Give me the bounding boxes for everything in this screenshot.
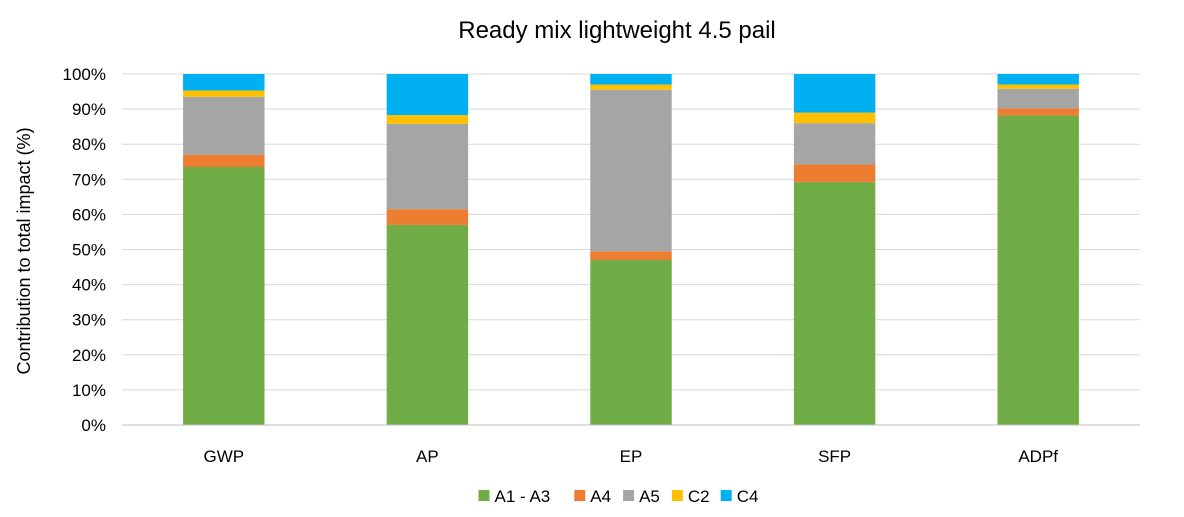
y-tick-label: 0% <box>81 416 106 435</box>
legend-label: C4 <box>737 487 759 506</box>
x-tick-label: EP <box>620 447 643 466</box>
y-tick-label: 20% <box>72 346 106 365</box>
bar-segment-gwp-1 <box>183 167 265 425</box>
bar-segment-adpf-5 <box>997 74 1079 85</box>
bar-segment-sfp-3 <box>793 123 876 165</box>
bars <box>183 74 1079 425</box>
bar-segment-adpf-1 <box>997 115 1079 425</box>
legend-label: C2 <box>688 487 710 506</box>
legend-swatch <box>478 490 490 501</box>
legend-item: C4 <box>720 487 759 506</box>
legend-label: A5 <box>639 487 660 506</box>
legend-swatch <box>574 490 586 501</box>
bar-segment-ep-5 <box>590 74 672 85</box>
legend-item: A4 <box>574 487 611 506</box>
y-tick-label: 80% <box>72 135 106 154</box>
bar-segment-gwp-3 <box>183 96 265 155</box>
x-tick-label: ADPf <box>1018 447 1058 466</box>
y-axis-ticks: 0% 10% 20% 30% 40% 50% 60% 70% 80% 90% 100% <box>63 65 106 435</box>
y-tick-label: 30% <box>72 311 106 330</box>
legend-swatch <box>720 490 732 501</box>
y-axis-label: Contribution to total impact (%) <box>14 127 34 374</box>
y-tick-label: 90% <box>72 100 106 119</box>
legend-swatch <box>671 490 683 501</box>
bar-segment-ap-4 <box>386 115 469 124</box>
x-tick-label: GWP <box>203 447 244 466</box>
legend-label: A4 <box>590 487 611 506</box>
bar-segment-sfp-4 <box>793 112 876 124</box>
bar-segment-gwp-5 <box>183 74 265 91</box>
y-tick-label: 40% <box>72 276 106 295</box>
bar-segment-adpf-3 <box>997 88 1079 109</box>
bar-segment-ep-3 <box>590 89 672 252</box>
legend-label: A1 - A3 <box>495 487 551 506</box>
legend-item: A1 - A3 <box>478 487 551 506</box>
bar-segment-ep-1 <box>590 260 672 425</box>
x-tick-label: SFP <box>818 447 851 466</box>
bar-segment-ap-3 <box>386 123 469 210</box>
bar-segment-gwp-2 <box>183 154 265 168</box>
bar-segment-ap-1 <box>386 224 469 425</box>
bar-segment-adpf-4 <box>997 84 1079 89</box>
bar-segment-gwp-4 <box>183 90 265 97</box>
bar-segment-sfp-1 <box>793 182 876 425</box>
bar-segment-ep-2 <box>590 251 672 261</box>
x-axis-ticks: GWP AP EP SFP ADPf <box>203 447 1058 466</box>
bar-segment-adpf-2 <box>997 108 1079 116</box>
bar-segment-ap-5 <box>386 74 469 116</box>
legend-swatch <box>623 490 635 501</box>
chart-title: Ready mix lightweight 4.5 pail <box>458 17 776 44</box>
y-tick-label: 10% <box>72 381 106 400</box>
y-tick-label: 50% <box>72 241 106 260</box>
y-tick-label: 60% <box>72 205 106 224</box>
bar-segment-ep-4 <box>590 84 672 90</box>
bar-segment-sfp-2 <box>793 164 876 183</box>
bar-segment-ap-2 <box>386 209 469 225</box>
y-tick-label: 100% <box>63 65 106 84</box>
bar-segment-sfp-5 <box>793 74 876 113</box>
y-tick-label: 70% <box>72 170 106 189</box>
legend-item: A5 <box>623 487 660 506</box>
x-tick-label: AP <box>416 447 439 466</box>
legend-item: C2 <box>671 487 710 506</box>
legend: A1 - A3 A4 A5 C2 C4 <box>478 487 759 506</box>
